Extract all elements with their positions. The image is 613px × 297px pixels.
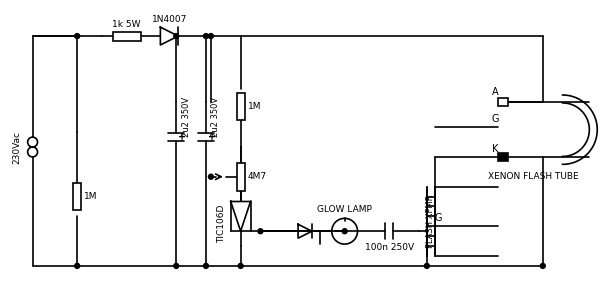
Bar: [113, 31, 140, 40]
Circle shape: [424, 263, 429, 268]
Text: FLASH XFMR: FLASH XFMR: [426, 195, 435, 248]
Circle shape: [343, 229, 346, 233]
Circle shape: [75, 263, 80, 268]
Text: 100n 250V: 100n 250V: [365, 243, 414, 252]
Text: A: A: [492, 88, 498, 97]
Text: +: +: [208, 132, 216, 142]
Circle shape: [540, 263, 545, 268]
Bar: [237, 93, 245, 120]
Circle shape: [173, 263, 179, 268]
Bar: [73, 183, 81, 210]
Text: G: G: [492, 114, 499, 124]
Text: 1k 5W: 1k 5W: [112, 20, 141, 29]
Circle shape: [75, 34, 80, 39]
Text: G: G: [435, 213, 443, 223]
Text: GLOW LAMP: GLOW LAMP: [317, 206, 372, 214]
Circle shape: [238, 263, 243, 268]
Circle shape: [204, 263, 208, 268]
Text: K: K: [492, 144, 498, 154]
Circle shape: [208, 174, 213, 179]
Bar: [237, 163, 245, 191]
Text: TIC106D: TIC106D: [217, 205, 226, 243]
Bar: [498, 153, 508, 161]
Text: 4M7: 4M7: [248, 172, 267, 181]
Circle shape: [258, 229, 263, 234]
Text: 1N4007: 1N4007: [151, 15, 187, 24]
Circle shape: [173, 34, 179, 39]
Circle shape: [208, 34, 213, 39]
Circle shape: [342, 229, 347, 234]
Text: XENON FLASH TUBE: XENON FLASH TUBE: [487, 172, 578, 181]
Bar: [498, 99, 508, 106]
Text: +: +: [178, 132, 186, 142]
Circle shape: [204, 34, 208, 39]
Text: 1M: 1M: [84, 192, 97, 201]
Text: 1M: 1M: [248, 102, 261, 111]
Text: 2u2 350V: 2u2 350V: [181, 97, 191, 137]
Text: 230Vac: 230Vac: [12, 130, 21, 164]
Text: 2u2 350V: 2u2 350V: [211, 97, 220, 137]
